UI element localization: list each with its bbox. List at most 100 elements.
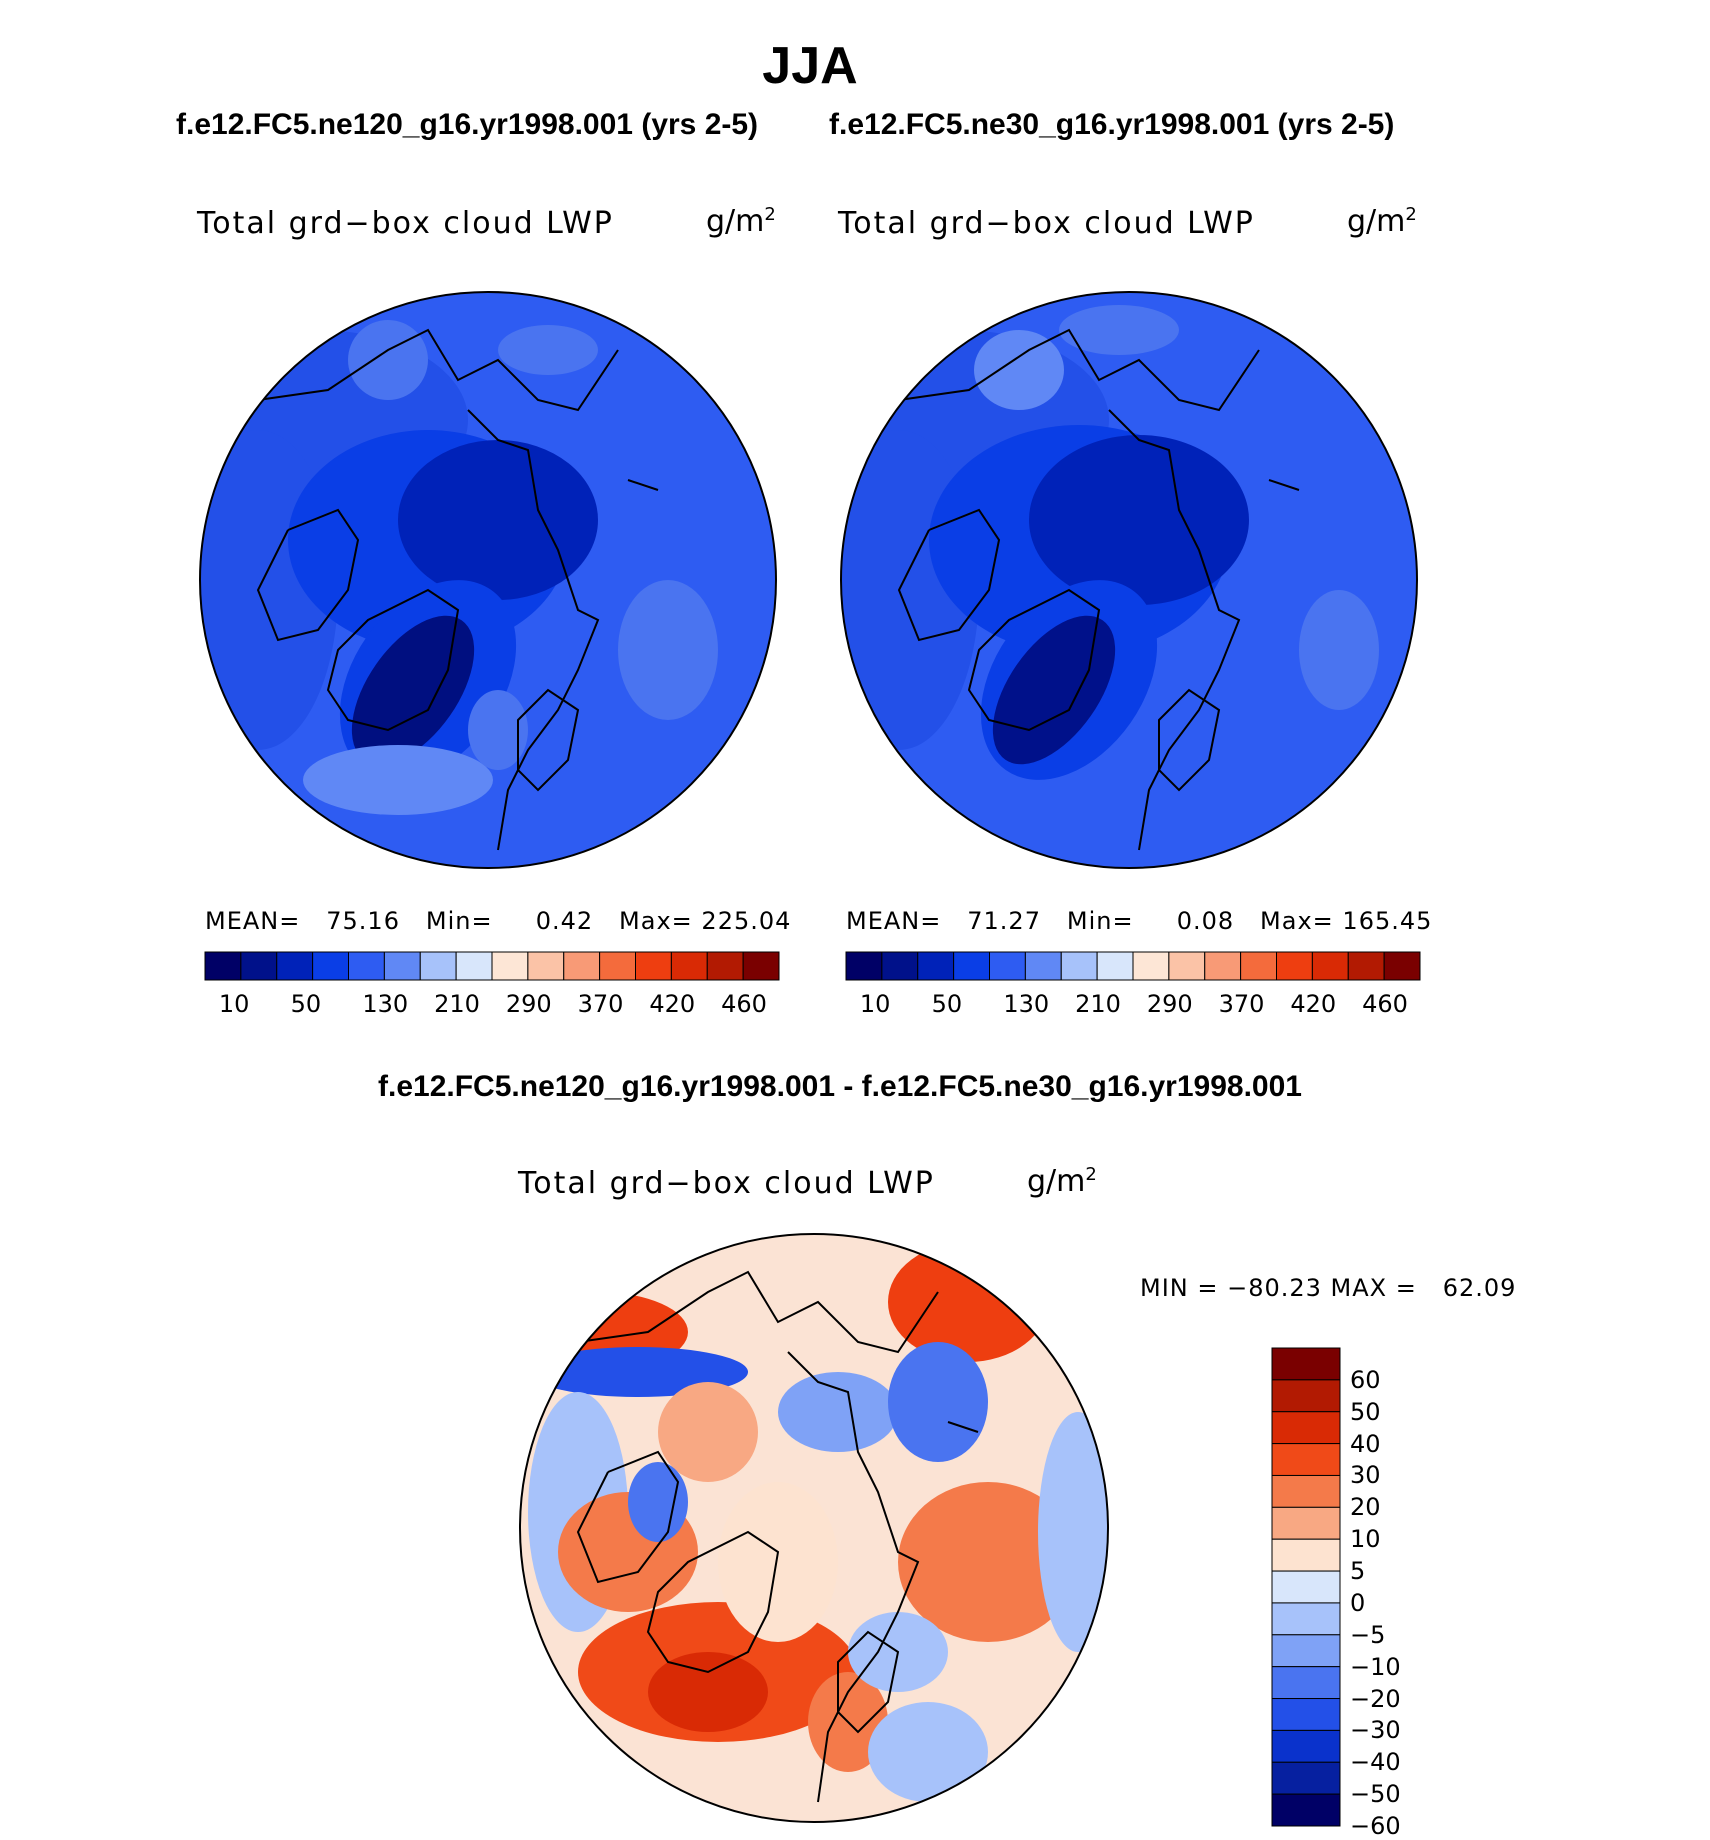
cbar-diff-label: 10 [1350, 1525, 1381, 1554]
colorbar-difference-labels: 60 50 40 30 20 10 5 0 −5 −10 −20 −30 −40… [1350, 1348, 1450, 1840]
colorbar-swatch [881, 951, 919, 981]
cbar-right-label: 50 [931, 990, 963, 1018]
colorbar-swatch [455, 951, 493, 981]
colorbar-swatch [1271, 1474, 1341, 1508]
cbar-diff-label: −10 [1350, 1652, 1401, 1681]
colorbar-swatch [742, 951, 780, 981]
cbar-left-label: 10 [218, 990, 250, 1018]
cbar-left-label: 460 [721, 990, 767, 1018]
polar-map-difference [519, 1233, 1109, 1823]
colorbar-swatch [1271, 1698, 1341, 1731]
colorbar-right-labels: 10 50 130 210 290 370 420 460 [846, 990, 1420, 1020]
cbar-diff-label: −60 [1350, 1812, 1401, 1840]
colorbar-swatch [1276, 951, 1313, 981]
case-title-right: f.e12.FC5.ne30_g16.yr1998.001 (yrs 2-5) [829, 108, 1395, 141]
colorbar-swatch [706, 951, 744, 981]
main-title: JJA [762, 37, 858, 95]
colorbar-swatch [348, 951, 385, 981]
cbar-diff-label: −40 [1350, 1748, 1401, 1777]
cbar-diff-label: 40 [1350, 1429, 1381, 1458]
variable-label-diff: Total grd−box cloud LWP [518, 1166, 935, 1201]
cbar-diff-label: 60 [1350, 1365, 1381, 1394]
colorbar-swatch [1240, 951, 1277, 981]
stats-right: MEAN= 71.27 Min= 0.08 Max= 165.45 [846, 907, 1433, 935]
colorbar-swatch [1271, 1379, 1341, 1413]
colorbar-swatch [1271, 1411, 1341, 1445]
cbar-right-label: 10 [859, 990, 891, 1018]
colorbar-swatch [670, 951, 708, 981]
cbar-left-label: 50 [290, 990, 322, 1018]
colorbar-swatch [1271, 1729, 1341, 1763]
cbar-diff-label: 5 [1350, 1557, 1366, 1586]
colorbar-swatch [1271, 1347, 1341, 1381]
cbar-right-label: 210 [1075, 990, 1121, 1018]
colorbar-swatch [1311, 951, 1349, 981]
colorbar-swatch [1168, 951, 1206, 981]
diff-range: MIN = −80.23 MAX = 62.09 [1140, 1274, 1517, 1302]
colorbar-swatch [1024, 951, 1062, 981]
cbar-right-label: 130 [1003, 990, 1050, 1018]
colorbar-swatch [1271, 1761, 1341, 1795]
colorbar-swatch [635, 951, 672, 981]
colorbar-swatch [1132, 951, 1170, 981]
colorbar-swatch [419, 951, 457, 981]
cbar-diff-label: 0 [1350, 1588, 1366, 1617]
colorbar-swatch [1271, 1443, 1341, 1476]
cbar-diff-label: −30 [1350, 1716, 1401, 1745]
colorbar-swatch [276, 951, 314, 981]
cbar-left-label: 370 [577, 990, 624, 1018]
colorbar-swatch [312, 951, 349, 981]
colorbar-swatch [527, 951, 565, 981]
stats-left: MEAN= 75.16 Min= 0.42 Max= 225.04 [205, 907, 792, 935]
colorbar-right [845, 951, 1421, 981]
colorbar-swatch [563, 951, 601, 981]
units-label-left: g/m2 [706, 204, 776, 239]
cbar-diff-label: −20 [1350, 1684, 1401, 1713]
variable-label-left: Total grd−box cloud LWP [197, 206, 614, 241]
colorbar-swatch [204, 951, 242, 981]
polar-map-right [840, 291, 1418, 869]
cbar-right-label: 370 [1218, 990, 1265, 1018]
colorbar-swatch [491, 951, 529, 981]
cbar-left-label: 290 [505, 990, 552, 1018]
units-label-diff: g/m2 [1027, 1164, 1097, 1199]
cbar-right-label: 460 [1362, 990, 1408, 1018]
colorbar-swatch [599, 951, 636, 981]
colorbar-swatch [1347, 951, 1385, 981]
colorbar-difference [1271, 1347, 1341, 1827]
units-label-right: g/m2 [1347, 204, 1417, 239]
colorbar-swatch [1271, 1506, 1341, 1540]
cbar-diff-label: −50 [1350, 1780, 1401, 1809]
cbar-left-label: 420 [649, 990, 696, 1018]
colorbar-swatch [1383, 951, 1421, 981]
cbar-diff-label: 20 [1350, 1493, 1381, 1522]
variable-label-right: Total grd−box cloud LWP [838, 206, 1255, 241]
colorbar-swatch [1271, 1634, 1341, 1668]
cbar-diff-label: 30 [1350, 1461, 1381, 1490]
cbar-diff-label: 50 [1350, 1397, 1381, 1426]
polar-map-left [199, 291, 777, 869]
cbar-left-label: 210 [434, 990, 480, 1018]
cbar-diff-label: −5 [1350, 1620, 1386, 1649]
colorbar-swatch [1271, 1538, 1341, 1572]
colorbar-swatch [240, 951, 278, 981]
colorbar-swatch [1271, 1602, 1341, 1636]
cbar-right-label: 420 [1290, 990, 1337, 1018]
colorbar-left-labels: 10 50 130 210 290 370 420 460 [205, 990, 779, 1020]
colorbar-swatch [1271, 1570, 1341, 1604]
colorbar-swatch [1060, 951, 1098, 981]
colorbar-swatch [1271, 1666, 1341, 1700]
colorbar-swatch [989, 951, 1026, 981]
difference-title: f.e12.FC5.ne120_g16.yr1998.001 - f.e12.F… [378, 1070, 1302, 1103]
colorbar-swatch [845, 951, 883, 981]
case-title-left: f.e12.FC5.ne120_g16.yr1998.001 (yrs 2-5) [176, 108, 759, 141]
colorbar-swatch [1096, 951, 1134, 981]
colorbar-swatch [383, 951, 421, 981]
cbar-left-label: 130 [362, 990, 409, 1018]
cbar-right-label: 290 [1146, 990, 1193, 1018]
colorbar-swatch [1204, 951, 1242, 981]
colorbar-swatch [1271, 1793, 1341, 1827]
colorbar-left [204, 951, 780, 981]
colorbar-swatch [953, 951, 990, 981]
colorbar-swatch [917, 951, 955, 981]
